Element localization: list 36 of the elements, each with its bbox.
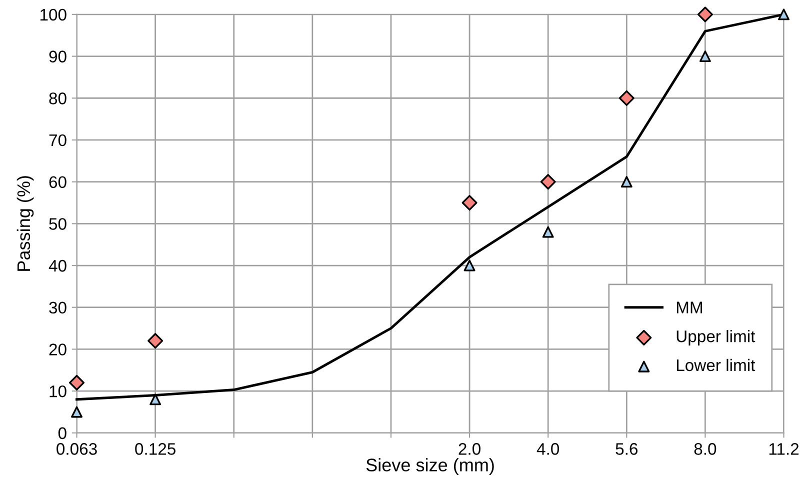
point [462,194,478,211]
x-tick-label: 4.0 [536,443,560,455]
point [68,374,85,390]
point [150,394,162,406]
y-tick-label: 50 [49,218,66,230]
point [620,176,632,188]
legend-label: Upper limit [676,330,756,346]
y-axis-title: Passing (%) [16,176,34,271]
point [778,8,790,20]
point [697,6,713,22]
x-tick-label: 2.0 [458,443,480,455]
legend-label: Lower limit [676,358,756,372]
y-tick-label: 60 [49,176,66,188]
y-tick-label: 40 [48,260,66,272]
point [71,406,83,418]
y-tick-label: 20 [49,344,66,356]
legend-label: MM [676,302,702,314]
point [148,333,164,349]
y-tick-label: 90 [49,50,66,62]
x-tick-label: 5.6 [616,443,638,455]
point [699,50,711,62]
y-tick-label: 10 [50,385,66,398]
point [464,260,476,272]
x-tick-label: 11.2 [769,443,799,455]
y-tick-label: 30 [49,302,66,314]
y-tick-label: 0 [58,427,66,440]
point [542,226,554,238]
point [540,174,556,190]
y-tick-label: 100 [40,8,66,21]
x-tick-label: 8.0 [694,443,716,455]
x-tick-label: 0.063 [56,443,97,455]
x-tick-label: 0.125 [135,443,176,455]
y-tick-label: 70 [49,134,66,146]
y-tick-label: 80 [49,92,66,104]
x-axis-title: Sieve size (mm) [366,458,494,475]
point [618,90,634,106]
